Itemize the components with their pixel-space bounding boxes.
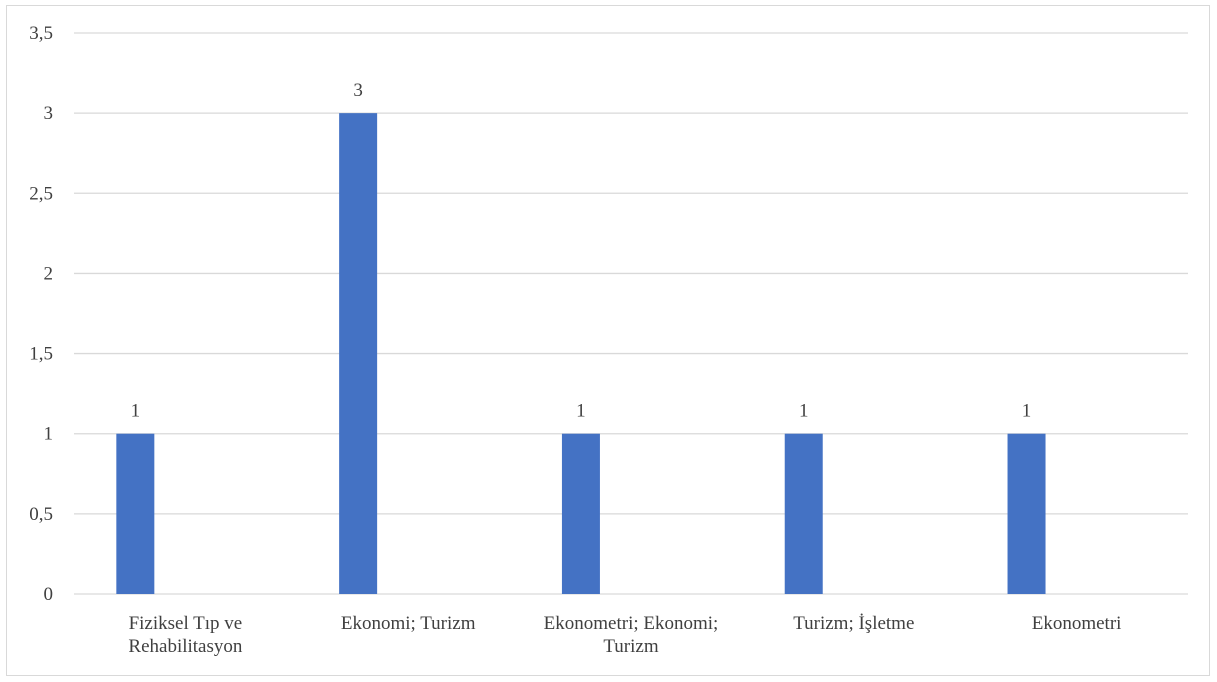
bar: [116, 433, 155, 594]
y-tick-label: 3: [44, 103, 54, 124]
y-axis-ticks: 0 0,5 1 1,5 2 2,5 3 3,5: [29, 23, 53, 605]
y-tick-label: 2: [44, 263, 54, 284]
y-tick-label: 3,5: [29, 23, 53, 44]
data-label: 1: [1022, 401, 1032, 422]
y-tick-label: 1,5: [29, 344, 53, 365]
x-category-label: Fiziksel Tıp ve Rehabilitasyon: [128, 613, 242, 657]
data-label: 1: [799, 401, 809, 422]
y-tick-label: 0,5: [29, 504, 53, 525]
y-tick-label: 0: [44, 584, 54, 605]
data-label: 3: [353, 80, 363, 101]
data-labels: 1 3 1 1 1: [131, 80, 1032, 422]
y-tick-label: 2,5: [29, 183, 53, 204]
x-category-label: Ekonometri; Ekonomi; Turizm: [544, 613, 719, 657]
x-category-label: Turizm; İşletme: [793, 613, 914, 634]
y-tick-label: 1: [44, 424, 54, 445]
data-label: 1: [131, 401, 141, 422]
bars: [116, 113, 1046, 595]
bar: [339, 113, 378, 595]
x-category-label: Ekonometri: [1032, 613, 1122, 634]
x-category-label: Ekonomi; Turizm: [341, 613, 476, 634]
x-axis-categories: Fiziksel Tıp ve Rehabilitasyon Ekonomi; Tu…: [128, 613, 1121, 657]
gridlines: [74, 32, 1188, 595]
bar: [784, 433, 823, 594]
bar: [1007, 433, 1046, 594]
bar: [561, 433, 600, 594]
data-label: 1: [576, 401, 586, 422]
